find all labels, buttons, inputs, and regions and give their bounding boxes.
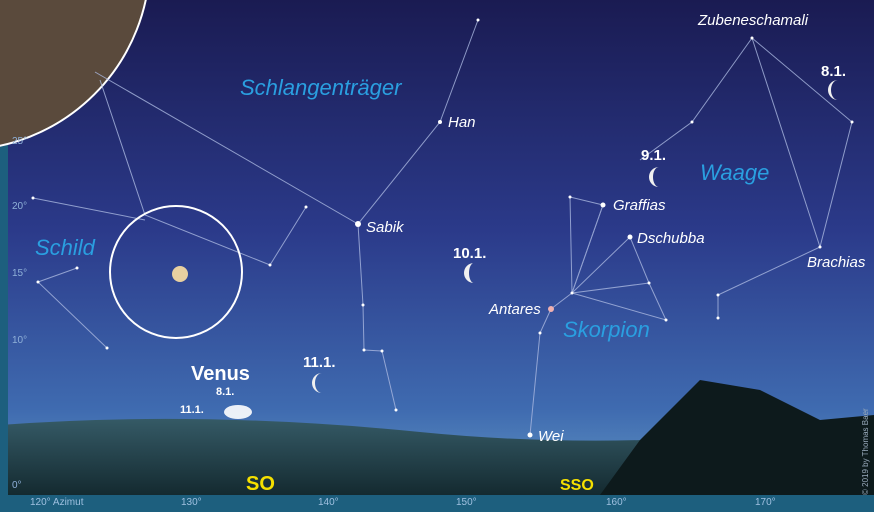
moon-date: 11.1. bbox=[303, 354, 336, 371]
constellation-label: Skorpion bbox=[563, 317, 650, 342]
star-label: Graffias bbox=[613, 197, 666, 214]
altitude-label: 10° bbox=[12, 335, 27, 346]
altitude-strip bbox=[0, 130, 8, 495]
star-label: Sabik bbox=[366, 219, 405, 236]
azimuth-label: 120° Azimut bbox=[30, 497, 84, 508]
star-label: Brachias bbox=[807, 254, 866, 271]
star-label: Han bbox=[448, 114, 476, 131]
altitude-label: 25° bbox=[12, 136, 27, 147]
venus-date: 8.1. bbox=[216, 386, 234, 398]
azimuth-label: 150° bbox=[456, 497, 477, 508]
star-label: Antares bbox=[488, 301, 541, 318]
moon-date: 9.1. bbox=[641, 147, 666, 164]
star-label: Wei bbox=[538, 428, 564, 445]
constellation-label: Waage bbox=[700, 160, 769, 185]
azimuth-label: 170° bbox=[755, 497, 776, 508]
altitude-label: 15° bbox=[12, 268, 27, 279]
venus-glow bbox=[224, 405, 252, 419]
sky-chart: Schlangenträger Waage Schild Skorpion Zu… bbox=[0, 0, 874, 512]
moon-date: 8.1. bbox=[821, 63, 846, 80]
azimuth-label: 140° bbox=[318, 497, 339, 508]
direction-label: SO bbox=[246, 473, 275, 495]
azimuth-label: 130° bbox=[181, 497, 202, 508]
constellation-label: Schlangenträger bbox=[240, 75, 403, 100]
venus-disk bbox=[172, 266, 188, 282]
moon-date: 10.1. bbox=[453, 245, 486, 262]
azimuth-strip bbox=[0, 495, 874, 512]
credit: © 2019 by Thomas Baer bbox=[861, 408, 870, 495]
star-label: Zubeneschamali bbox=[697, 12, 809, 29]
constellation-label: Schild bbox=[35, 235, 96, 260]
venus-date: 11.1. bbox=[180, 404, 204, 416]
altitude-label: 20° bbox=[12, 201, 27, 212]
star-label: Dschubba bbox=[637, 230, 705, 247]
direction-label: SSO bbox=[560, 477, 594, 494]
azimuth-label: 160° bbox=[606, 497, 627, 508]
venus-label: Venus bbox=[191, 363, 250, 385]
altitude-label: 0° bbox=[12, 480, 22, 491]
